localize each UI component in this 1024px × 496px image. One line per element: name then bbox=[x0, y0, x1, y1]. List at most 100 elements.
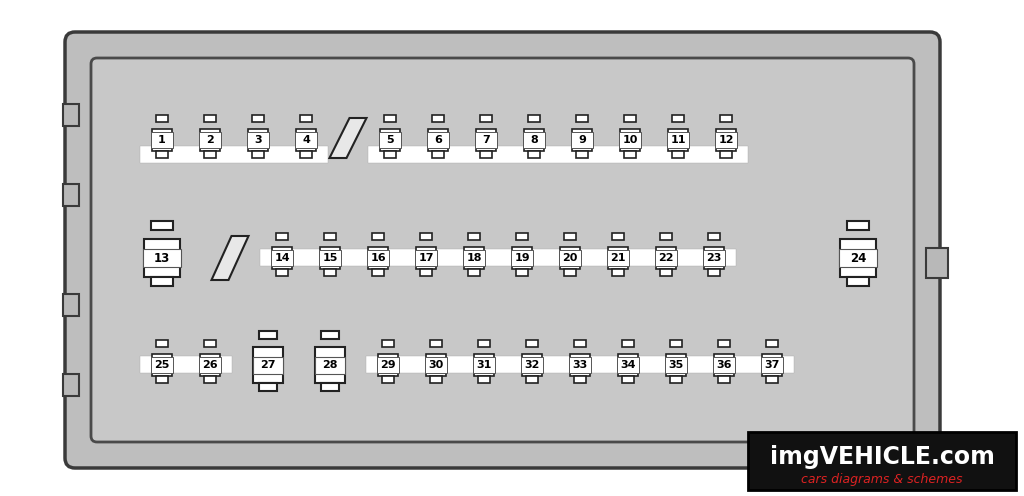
Bar bbox=[204, 115, 216, 122]
Bar bbox=[511, 250, 534, 266]
Bar bbox=[720, 151, 732, 158]
Bar bbox=[575, 115, 588, 122]
Bar bbox=[377, 357, 399, 373]
Bar bbox=[432, 151, 444, 158]
Text: 10: 10 bbox=[623, 135, 638, 145]
Bar bbox=[713, 357, 735, 373]
Bar bbox=[319, 247, 340, 269]
Bar bbox=[666, 354, 686, 376]
Bar bbox=[300, 115, 312, 122]
FancyBboxPatch shape bbox=[65, 32, 940, 468]
Bar bbox=[716, 129, 736, 151]
Bar bbox=[315, 347, 345, 383]
Bar bbox=[272, 247, 292, 269]
Bar bbox=[473, 357, 495, 373]
Bar bbox=[253, 357, 283, 373]
Bar bbox=[372, 269, 384, 276]
Bar bbox=[372, 233, 384, 240]
Bar bbox=[718, 340, 730, 347]
Bar bbox=[253, 347, 283, 383]
Bar bbox=[384, 151, 396, 158]
Bar bbox=[512, 247, 532, 269]
Text: 32: 32 bbox=[524, 360, 540, 370]
Bar bbox=[564, 269, 575, 276]
Bar bbox=[564, 233, 575, 240]
Bar bbox=[430, 376, 442, 383]
Bar bbox=[367, 250, 389, 266]
Bar bbox=[382, 340, 394, 347]
Text: 24: 24 bbox=[850, 251, 866, 264]
Bar bbox=[321, 331, 339, 339]
Bar bbox=[612, 269, 624, 276]
Bar bbox=[672, 151, 684, 158]
Bar bbox=[715, 132, 737, 148]
Bar bbox=[667, 132, 689, 148]
Bar bbox=[526, 340, 538, 347]
Text: 6: 6 bbox=[434, 135, 442, 145]
Bar bbox=[714, 354, 734, 376]
Bar bbox=[670, 376, 682, 383]
Bar bbox=[720, 115, 732, 122]
Text: 14: 14 bbox=[274, 253, 290, 263]
Bar bbox=[427, 132, 449, 148]
Text: 35: 35 bbox=[669, 360, 684, 370]
Bar bbox=[668, 129, 688, 151]
Bar bbox=[761, 357, 783, 373]
Bar bbox=[152, 129, 172, 151]
Bar bbox=[660, 233, 672, 240]
Bar bbox=[151, 277, 173, 286]
Bar bbox=[575, 151, 588, 158]
Bar bbox=[703, 250, 725, 266]
Bar bbox=[140, 356, 232, 373]
Bar bbox=[522, 354, 542, 376]
Bar bbox=[523, 132, 545, 148]
Bar bbox=[618, 354, 638, 376]
Text: 9: 9 bbox=[579, 135, 586, 145]
Bar bbox=[432, 115, 444, 122]
Bar bbox=[384, 115, 396, 122]
Bar bbox=[480, 151, 492, 158]
Bar bbox=[378, 354, 398, 376]
Text: 18: 18 bbox=[466, 253, 481, 263]
Bar bbox=[324, 269, 336, 276]
Text: 30: 30 bbox=[428, 360, 443, 370]
Bar bbox=[569, 357, 591, 373]
Bar bbox=[319, 250, 341, 266]
Text: 19: 19 bbox=[514, 253, 529, 263]
Bar bbox=[748, 432, 1016, 490]
Bar bbox=[379, 132, 401, 148]
Text: 12: 12 bbox=[718, 135, 734, 145]
Bar bbox=[655, 250, 677, 266]
Text: 23: 23 bbox=[707, 253, 722, 263]
Bar bbox=[524, 129, 544, 151]
Bar bbox=[624, 151, 636, 158]
Bar bbox=[416, 247, 436, 269]
Bar bbox=[248, 129, 268, 151]
Text: 13: 13 bbox=[154, 251, 170, 264]
Bar bbox=[468, 233, 480, 240]
Bar bbox=[63, 184, 79, 206]
Bar bbox=[618, 132, 641, 148]
Bar bbox=[574, 376, 586, 383]
Bar bbox=[608, 247, 628, 269]
Bar bbox=[612, 233, 624, 240]
Text: 22: 22 bbox=[658, 253, 674, 263]
Bar bbox=[204, 340, 216, 347]
Bar bbox=[559, 250, 581, 266]
Bar bbox=[705, 247, 724, 269]
Bar bbox=[156, 376, 168, 383]
Text: 16: 16 bbox=[371, 253, 386, 263]
Bar bbox=[521, 357, 543, 373]
Bar bbox=[324, 233, 336, 240]
Text: 1: 1 bbox=[158, 135, 166, 145]
Text: 3: 3 bbox=[254, 135, 262, 145]
Text: 31: 31 bbox=[476, 360, 492, 370]
Bar bbox=[840, 239, 876, 277]
Bar bbox=[622, 340, 634, 347]
Bar bbox=[63, 374, 79, 396]
Bar bbox=[366, 356, 794, 373]
Bar bbox=[420, 233, 432, 240]
Text: 5: 5 bbox=[386, 135, 394, 145]
Text: 26: 26 bbox=[202, 360, 218, 370]
Bar bbox=[200, 354, 220, 376]
